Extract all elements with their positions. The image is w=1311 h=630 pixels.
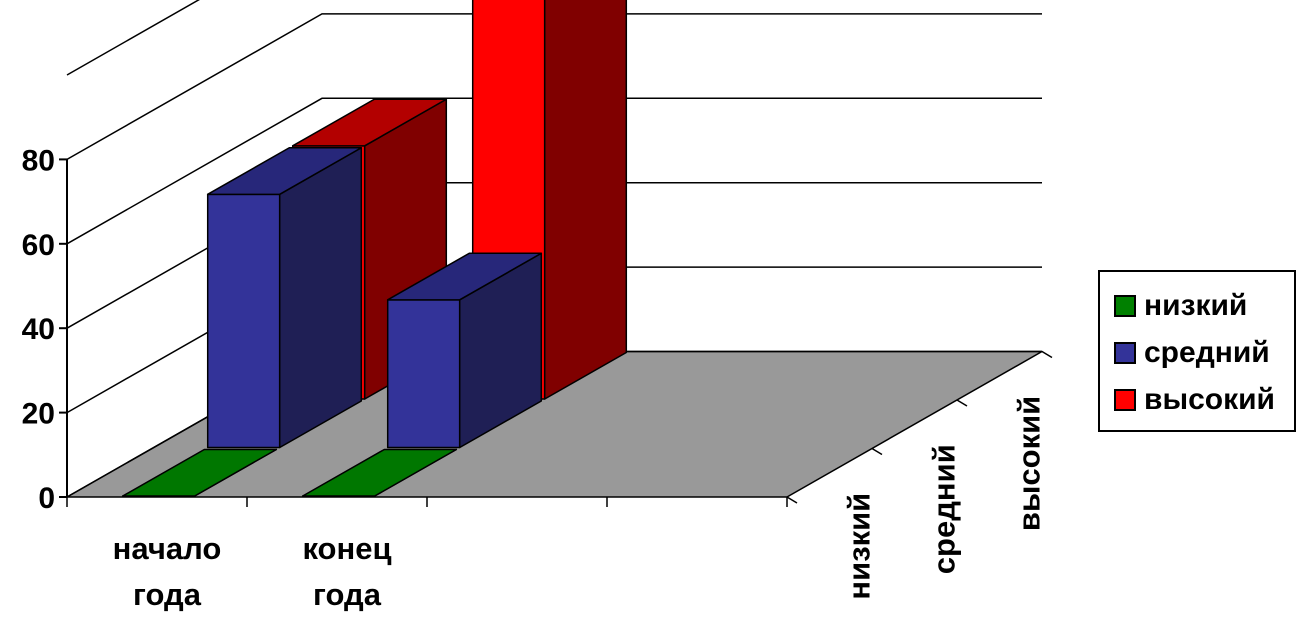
z-tick-mark-0 <box>786 496 798 504</box>
z-tick-label-1: средний <box>927 444 962 574</box>
legend-item-mid: средний <box>1114 329 1294 376</box>
bar-средний-1-front <box>386 299 461 449</box>
legend-swatch-high <box>1114 388 1136 411</box>
legend-swatch-mid <box>1114 341 1136 364</box>
legend: низкий средний высокий <box>1098 270 1296 432</box>
bar-низкий-0-top <box>121 448 278 497</box>
x-tick-label-1-0: конец <box>302 531 391 566</box>
z-tick-label-2: высокий <box>1012 396 1047 531</box>
legend-label-low: низкий <box>1144 288 1248 322</box>
y-tick-label-60: 60 <box>22 229 55 262</box>
bar-средний-0-front <box>206 193 281 449</box>
x-tick-label-0-1: года <box>133 577 202 612</box>
legend-label-high: высокий <box>1144 382 1275 416</box>
legend-item-high: высокий <box>1114 376 1294 423</box>
gridline-80 <box>66 13 1042 161</box>
gridline-100 <box>66 0 200 76</box>
x-tick-label-1-1: года <box>313 577 382 612</box>
z-tick-mark-3 <box>1041 350 1053 359</box>
y-tick-label-80: 80 <box>22 144 55 177</box>
bar-средний-0-top <box>206 147 363 196</box>
gridline-60 <box>66 97 1042 245</box>
legend-label-mid: средний <box>1144 335 1270 369</box>
x-tick-label-0-0: начало <box>113 531 222 566</box>
bar-низкий-1-top <box>301 448 458 497</box>
legend-swatch-low <box>1114 294 1136 317</box>
y-tick-label-0: 0 <box>38 482 55 515</box>
bar-средний-1-top <box>386 252 543 301</box>
legend-item-low: низкий <box>1114 282 1294 329</box>
z-tick-mark-2 <box>956 399 968 407</box>
bar-высокий-1-side <box>543 0 628 400</box>
bar-высокий-0-top <box>291 98 448 147</box>
y-tick-label-20: 20 <box>22 398 55 431</box>
bar-средний-0-side <box>278 147 363 449</box>
z-tick-mark-1 <box>871 447 883 456</box>
z-tick-label-0: низкий <box>842 493 877 600</box>
y-tick-label-40: 40 <box>22 313 55 346</box>
